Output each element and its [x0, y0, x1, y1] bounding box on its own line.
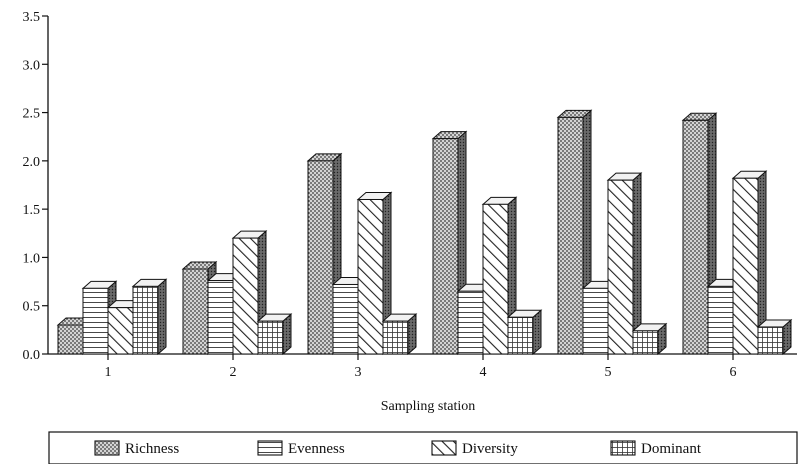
bar-front-face: [257, 320, 284, 355]
axes: [47, 16, 797, 355]
bar-front-face: [107, 307, 134, 355]
y-ticks: 0.0 0.5 1.0 1.5 2.0 2.5 3.0 3.5: [23, 10, 48, 363]
bar-diversity-station-5: [606, 172, 643, 356]
x-tick-label: 5: [605, 365, 612, 380]
bar-front-face: [382, 320, 409, 355]
x-tick-label: 6: [730, 365, 737, 380]
legend-label: Diversity: [462, 441, 518, 457]
legend-item-evenness: Evenness: [257, 440, 345, 457]
bar-front-face: [507, 316, 534, 355]
bar-front-face: [557, 116, 584, 355]
y-tick-label: 0.0: [23, 348, 41, 363]
bar-front-face: [182, 268, 209, 355]
x-tick-label: 2: [230, 365, 237, 380]
bar-dominant-station-1: [131, 278, 168, 356]
y-tick-label: 0.5: [23, 300, 41, 315]
x-tick-label: 4: [480, 365, 487, 380]
bar-front-face: [757, 326, 784, 355]
legend-item-richness: Richness: [94, 440, 179, 457]
bars: [56, 109, 793, 356]
bar-front-face: [682, 119, 709, 355]
legend-frame: [48, 431, 798, 464]
bar-dominant-station-4: [506, 309, 543, 356]
legend-label: Richness: [125, 441, 179, 457]
y-tick-label: 3.5: [23, 10, 41, 25]
legend-swatch: [257, 440, 283, 456]
x-tick-label: 3: [355, 365, 362, 380]
x-tick-label: 1: [105, 365, 112, 380]
legend-item-diversity: Diversity: [431, 440, 518, 457]
y-tick-label: 2.5: [23, 107, 41, 122]
bar-diversity-station-6: [731, 170, 768, 356]
bar-diversity-station-3: [356, 191, 393, 356]
legend-swatch: [431, 440, 457, 456]
bar-front-face: [732, 177, 759, 355]
bar-side-face: [157, 278, 167, 356]
bar-front-face: [457, 290, 484, 355]
y-tick-label: 2.0: [23, 155, 41, 170]
x-ticks: 1 2 3 4 5 6: [105, 354, 737, 380]
bar-front-face: [82, 287, 109, 355]
bar-front-face: [357, 198, 384, 355]
bar-front-face: [432, 138, 459, 355]
x-axis-label: Sampling station: [381, 399, 476, 414]
bar-front-face: [582, 287, 609, 355]
bar-dominant-station-5: [631, 322, 668, 356]
bar-front-face: [207, 280, 234, 355]
y-tick-label: 1.0: [23, 251, 41, 266]
legend: Richness Evenness Diversity Dominant: [48, 431, 798, 464]
bar-front-face: [607, 179, 634, 355]
bar-front-face: [632, 330, 659, 355]
bar-dominant-station-3: [381, 313, 418, 356]
bar-front-face: [482, 203, 509, 355]
bar-dominant-station-6: [756, 318, 793, 356]
bar-front-face: [707, 285, 734, 355]
bar-front-face: [332, 283, 359, 355]
legend-label: Evenness: [288, 441, 345, 457]
bar-front-face: [307, 160, 334, 355]
bar-front-face: [232, 237, 259, 355]
legend-swatch: [610, 440, 636, 456]
legend-swatch: [94, 440, 120, 456]
y-tick-label: 1.5: [23, 203, 41, 218]
bar-dominant-station-2: [256, 313, 293, 356]
legend-item-dominant: Dominant: [610, 440, 702, 457]
bar-richness-station-4: [431, 130, 468, 356]
legend-label: Dominant: [641, 441, 702, 457]
bar-front-face: [57, 324, 84, 355]
bar-front-face: [132, 285, 159, 355]
y-tick-label: 3.0: [23, 58, 41, 73]
